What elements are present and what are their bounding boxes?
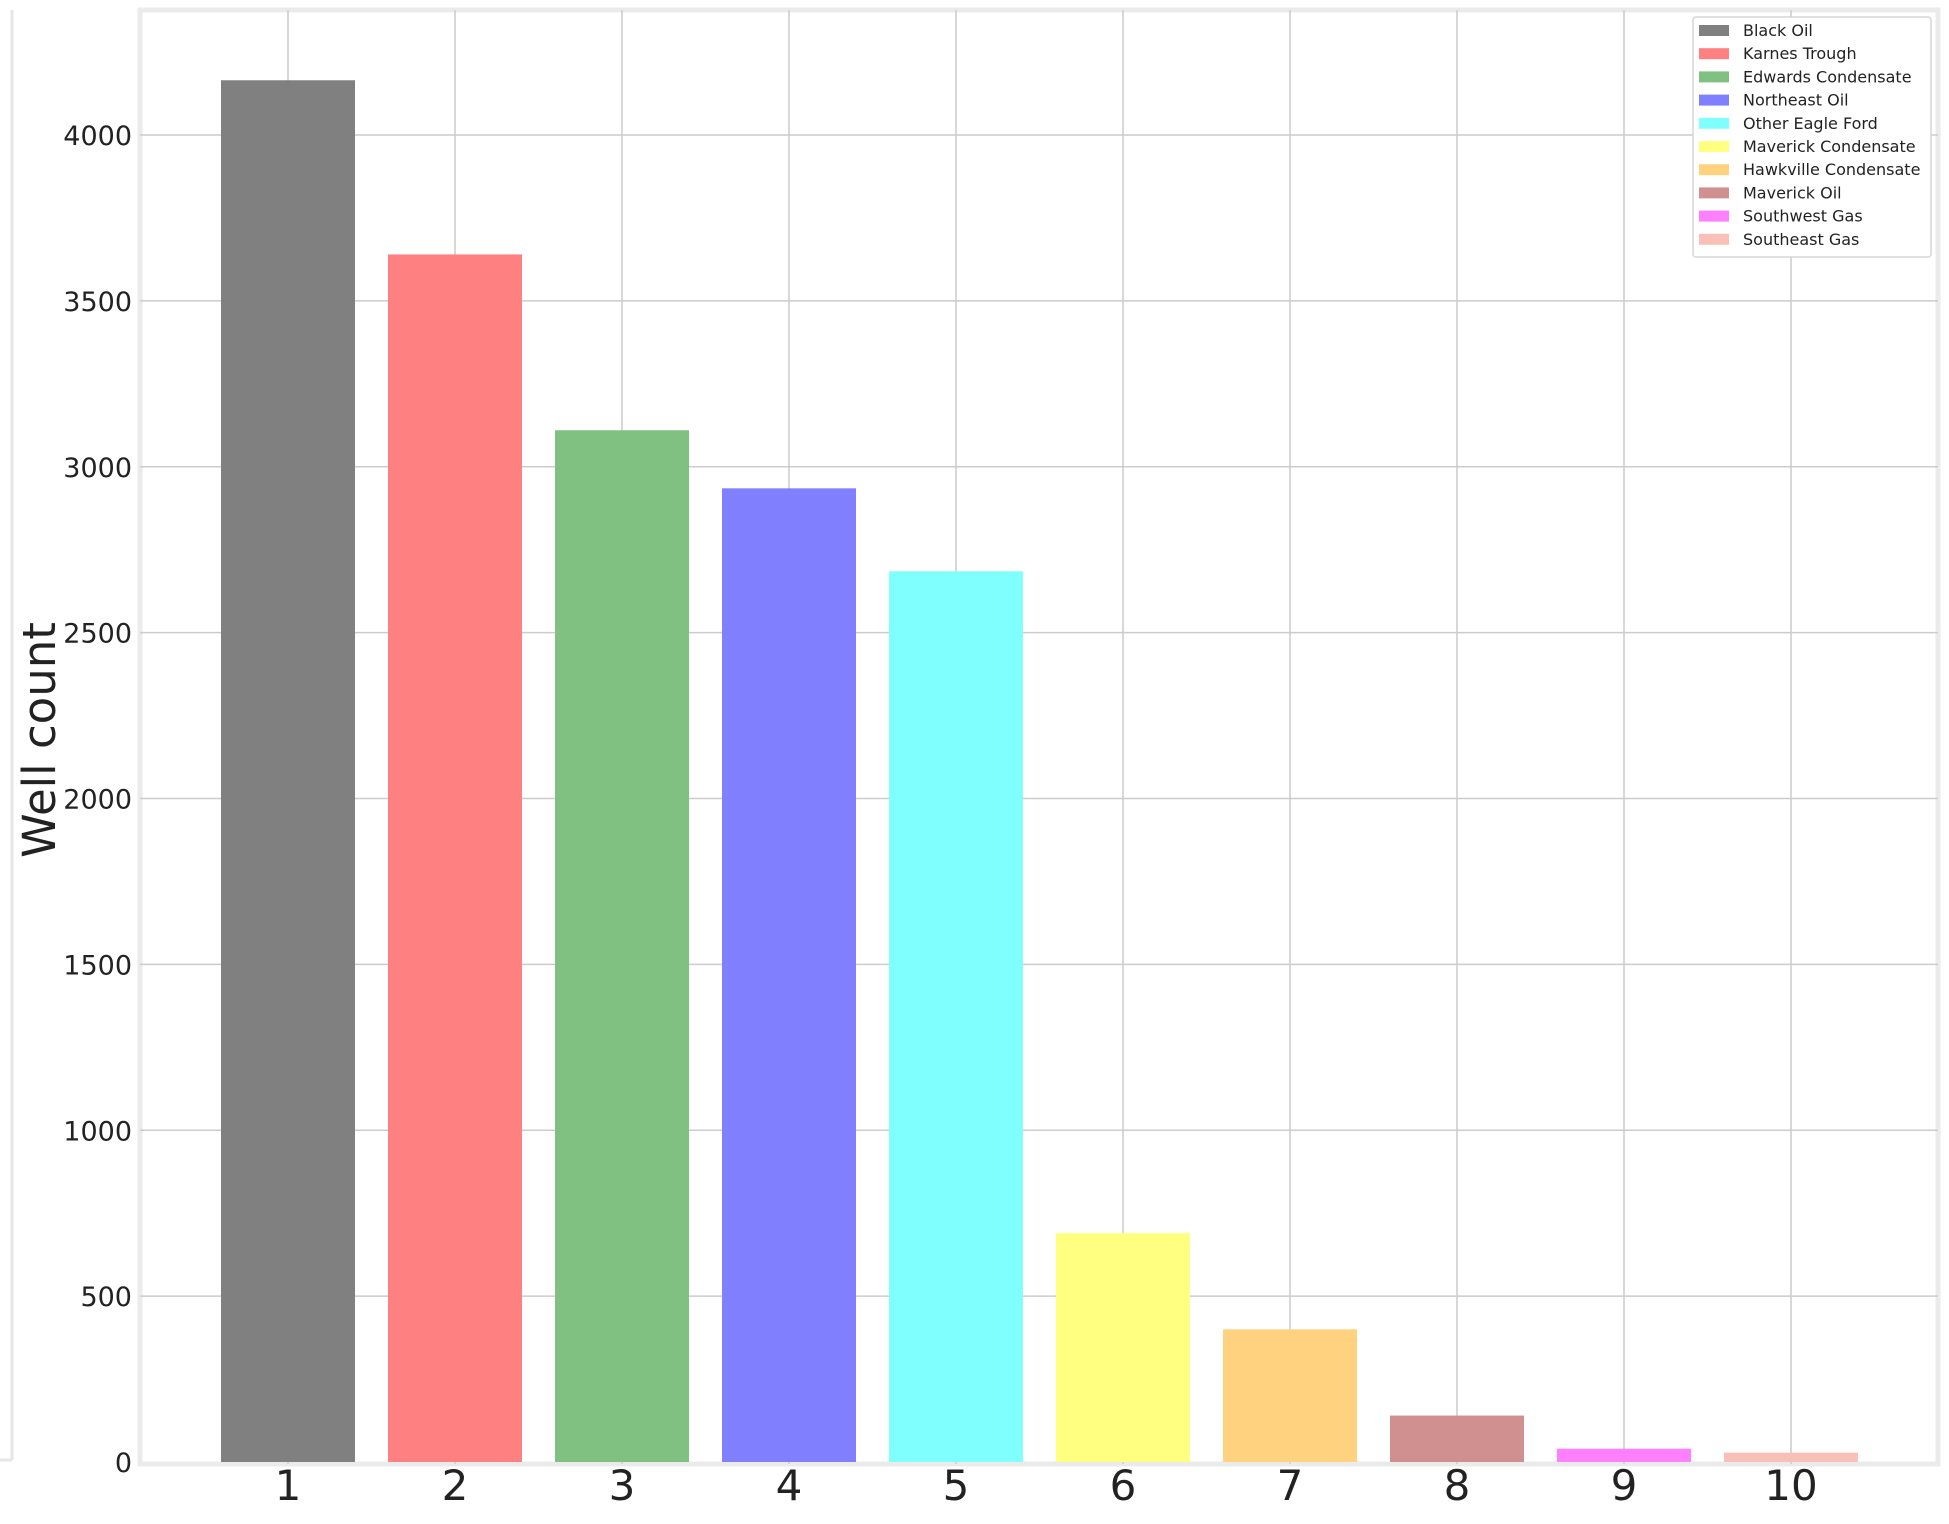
left-panel-edge <box>0 10 14 1462</box>
legend-swatch <box>1699 187 1729 199</box>
x-ticks: 1 2 3 4 5 6 7 8 9 10 <box>275 1461 1818 1510</box>
bar-3 <box>555 430 689 1462</box>
y-tick-label: 2500 <box>63 619 132 650</box>
legend-swatch <box>1699 25 1729 36</box>
y-ticks: 0 500 1000 1500 2000 2500 3000 3500 4000 <box>63 121 132 1479</box>
y-tick-label: 2000 <box>63 785 132 816</box>
x-tick-label: 8 <box>1444 1461 1471 1510</box>
y-tick-label: 1500 <box>63 950 132 981</box>
bar-2 <box>388 254 522 1463</box>
bar-1 <box>221 80 355 1463</box>
legend-swatch <box>1699 210 1729 222</box>
legend-label: Southwest Gas <box>1743 207 1863 226</box>
x-tick-label: 1 <box>275 1461 302 1510</box>
x-tick-label: 4 <box>776 1461 803 1510</box>
legend-label: Karnes Trough <box>1743 44 1857 63</box>
legend-box <box>1692 16 1932 258</box>
y-tick-label: 3000 <box>63 453 132 484</box>
bar-4 <box>722 488 856 1463</box>
legend-label: Maverick Condensate <box>1743 137 1916 156</box>
legend-swatch <box>1699 233 1729 245</box>
bar-8 <box>1390 1415 1524 1462</box>
y-tick-label: 4000 <box>63 121 132 152</box>
legend-label: Black Oil <box>1743 21 1813 40</box>
bar-9 <box>1557 1448 1691 1462</box>
x-tick-label: 7 <box>1277 1461 1304 1510</box>
legend-swatch <box>1699 164 1729 176</box>
y-axis-label: Well count <box>13 622 66 858</box>
x-tick-label: 6 <box>1110 1461 1137 1510</box>
legend-label: Other Eagle Ford <box>1743 114 1878 133</box>
legend-label: Edwards Condensate <box>1743 67 1912 86</box>
legend-swatch <box>1699 117 1729 129</box>
y-tick-label: 1000 <box>63 1116 132 1147</box>
x-tick-label: 5 <box>943 1461 970 1510</box>
x-tick-label: 3 <box>609 1461 636 1510</box>
bar-5 <box>889 571 1023 1462</box>
y-tick-label: 3500 <box>63 287 132 318</box>
legend-swatch <box>1699 48 1729 60</box>
legend-label: Maverick Oil <box>1743 183 1842 202</box>
legend-swatch <box>1699 94 1729 106</box>
bar-10 <box>1724 1452 1858 1462</box>
legend-label: Hawkville Condensate <box>1743 160 1920 179</box>
x-tick-label: 10 <box>1764 1461 1817 1510</box>
legend: Black Oil Karnes Trough Edwards Condensate… <box>1692 16 1932 258</box>
legend-label: Southeast Gas <box>1743 230 1859 249</box>
y-tick-label: 0 <box>115 1448 132 1479</box>
x-tick-label: 2 <box>442 1461 469 1510</box>
y-tick-label: 500 <box>80 1282 132 1313</box>
legend-swatch <box>1699 141 1729 152</box>
bar-6 <box>1056 1233 1190 1462</box>
legend-swatch <box>1699 71 1729 83</box>
bar-7 <box>1223 1329 1357 1462</box>
legend-label: Northeast Oil <box>1743 91 1849 110</box>
x-tick-label: 9 <box>1611 1461 1638 1510</box>
bars <box>221 80 1858 1463</box>
